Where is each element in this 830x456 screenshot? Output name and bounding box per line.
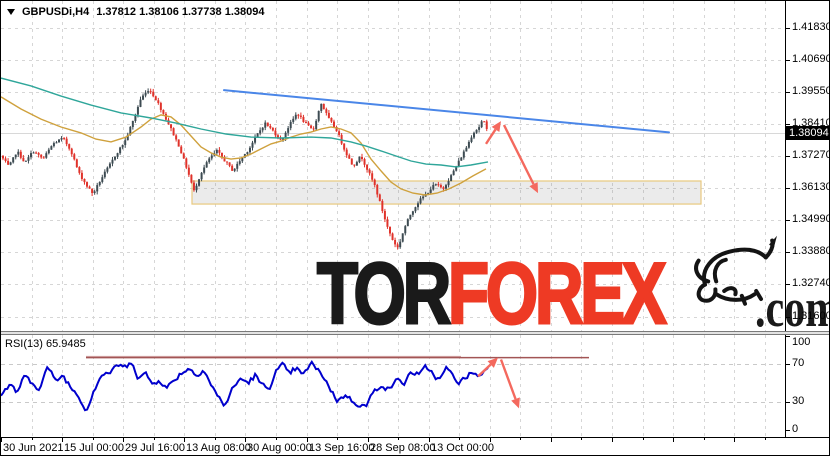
ohlc-values: 1.37812 1.38106 1.37738 1.38094 <box>96 6 265 18</box>
forecast-arrow <box>499 359 520 409</box>
price-tick <box>785 188 790 189</box>
time-tick <box>673 438 674 442</box>
price-chart[interactable] <box>1 1 785 331</box>
price-tick <box>785 284 790 285</box>
time-tick <box>704 438 705 440</box>
rsi-tick <box>785 402 790 403</box>
time-axis-label: 28 Sep 08:00 <box>370 442 436 454</box>
price-tick <box>785 220 790 221</box>
time-tick <box>307 438 308 442</box>
forecast-arrow <box>477 357 498 378</box>
grid-lines <box>1 1 785 331</box>
price-tick <box>785 124 790 125</box>
time-axis-label: 13 Aug 08:00 <box>186 442 251 454</box>
symbol-label: GBPUSDi,H4 <box>22 6 90 18</box>
rsi-axis-label: 30 <box>792 395 805 407</box>
time-tick <box>368 438 369 442</box>
rsi-axis-label: 0 <box>792 423 799 435</box>
rsi-chart[interactable] <box>1 335 785 437</box>
rsi-tick <box>785 336 790 337</box>
price-axis-label: 1.34990 <box>792 213 830 225</box>
time-axis-label: 15 Jul 00:00 <box>64 442 124 454</box>
time-tick <box>429 438 430 442</box>
time-tick <box>398 438 399 440</box>
time-tick <box>215 438 216 440</box>
price-tick <box>785 156 790 157</box>
time-tick <box>337 438 338 440</box>
rsi-indicator-label: RSI(13) 65.9485 <box>5 338 86 350</box>
rsi-tick <box>785 364 790 365</box>
price-tick <box>785 252 790 253</box>
rsi-axis[interactable]: 100 70 30 0 <box>785 335 829 437</box>
price-tick <box>785 60 790 61</box>
price-axis-label: 1.39550 <box>792 85 830 97</box>
time-tick <box>459 438 460 440</box>
price-axis-label: 1.37270 <box>792 149 830 161</box>
time-tick <box>581 438 582 440</box>
price-axis-label: 1.32740 <box>792 277 830 289</box>
time-tick <box>612 438 613 442</box>
time-axis[interactable]: 30 Jun 2021 15 Jul 00:00 29 Jul 16:00 13 Au… <box>1 437 829 455</box>
moving-average-slow <box>1 77 489 168</box>
symbol-dropdown-icon[interactable] <box>7 9 15 15</box>
price-tick <box>785 28 790 29</box>
time-tick <box>276 438 277 440</box>
time-tick <box>184 438 185 442</box>
forecast-arrow <box>484 121 501 145</box>
price-axis-label: 1.33880 <box>792 245 830 257</box>
rsi-line <box>1 359 489 412</box>
time-tick <box>520 438 521 440</box>
price-axis-label: 1.40690 <box>792 53 830 65</box>
time-axis-label: 30 Jun 2021 <box>3 442 64 454</box>
rsi-axis-label: 70 <box>792 357 805 369</box>
time-axis-label: 30 Aug 00:00 <box>247 442 312 454</box>
time-tick <box>1 438 2 442</box>
price-axis[interactable]: 1.41830 1.40690 1.39550 1.38410 1.37270 1.361… <box>785 1 830 331</box>
panel-splitter[interactable] <box>1 331 829 335</box>
price-axis-label: 1.41830 <box>792 21 830 33</box>
time-tick <box>123 438 124 442</box>
price-axis-label: 1.36130 <box>792 181 830 193</box>
time-tick <box>765 438 766 440</box>
time-tick <box>154 438 155 440</box>
time-tick <box>490 438 491 442</box>
resistance-trendline <box>223 89 670 134</box>
price-tick <box>785 317 790 318</box>
rsi-grid <box>1 335 785 437</box>
rsi-tick <box>785 430 790 431</box>
rsi-axis-label: 100 <box>792 336 811 348</box>
price-tick <box>785 92 790 93</box>
support-zone <box>191 180 702 205</box>
axis-divider-line <box>785 1 786 437</box>
time-tick <box>93 438 94 440</box>
forecast-arrow <box>502 124 538 194</box>
time-tick <box>62 438 63 442</box>
time-axis-label: 29 Jul 16:00 <box>125 442 185 454</box>
time-tick <box>734 438 735 442</box>
time-tick <box>643 438 644 440</box>
candlesticks <box>2 88 488 250</box>
time-axis-label: 13 Sep 16:00 <box>309 442 375 454</box>
current-price-tag: 1.38094 <box>786 126 829 140</box>
price-axis-label: 1.31600 <box>792 310 830 322</box>
time-tick <box>551 438 552 442</box>
chart-titlebar: GBPUSDi,H4 1.37812 1.38106 1.37738 1.380… <box>7 6 264 18</box>
time-tick <box>245 438 246 442</box>
time-tick <box>32 438 33 440</box>
time-axis-label: 13 Oct 00:00 <box>431 442 494 454</box>
moving-average-fast <box>1 96 487 196</box>
